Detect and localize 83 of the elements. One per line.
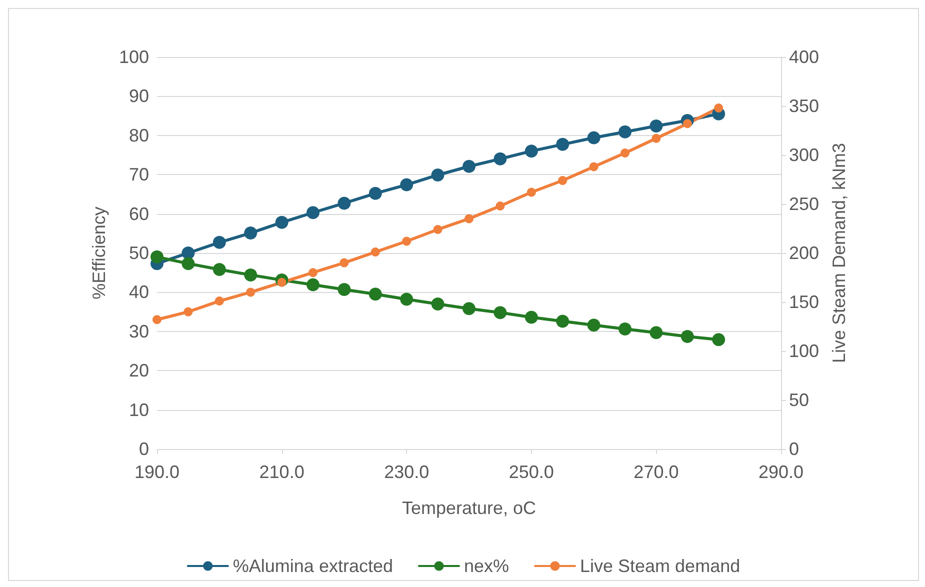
legend-label: %Alumina extracted — [232, 556, 393, 576]
y-tick-label: 30 — [128, 321, 149, 342]
point — [556, 314, 570, 328]
point — [214, 296, 224, 306]
point — [150, 250, 164, 264]
legend-label: nex% — [464, 556, 510, 576]
point — [244, 268, 258, 282]
point — [152, 315, 162, 324]
point — [587, 131, 600, 144]
point — [494, 152, 507, 166]
y2-tick-label: 0 — [789, 439, 800, 459]
point — [246, 288, 256, 297]
point — [182, 257, 195, 270]
y2-tick-label: 100 — [789, 341, 820, 361]
x-tick-label: 230.0 — [384, 462, 430, 482]
point — [212, 236, 226, 249]
legend-label: Live Steam demand — [580, 556, 740, 576]
point — [618, 125, 632, 138]
y2-tick-label: 200 — [789, 243, 820, 263]
point — [400, 178, 414, 192]
y-tick-label: 50 — [128, 243, 149, 263]
point — [618, 322, 632, 336]
point — [306, 206, 320, 220]
y-tick-label: 90 — [128, 86, 149, 106]
point — [182, 246, 195, 260]
point — [433, 224, 442, 234]
y2-tick-label: 300 — [789, 145, 820, 165]
point — [462, 302, 476, 316]
point — [620, 148, 630, 158]
y-tick-label: 100 — [118, 47, 149, 67]
point — [212, 262, 226, 276]
point — [308, 268, 318, 278]
point — [524, 310, 538, 324]
x-axis-title: Temperature, oC — [402, 498, 536, 518]
point — [712, 333, 726, 346]
y-tick-label: 0 — [138, 439, 149, 459]
y-tick-label: 10 — [128, 400, 149, 420]
point — [558, 176, 568, 185]
point — [184, 307, 193, 316]
point — [306, 278, 320, 292]
point — [524, 144, 538, 158]
y-tick-label: 70 — [128, 164, 149, 185]
point — [464, 214, 474, 224]
point — [340, 258, 349, 268]
point — [652, 134, 661, 143]
point — [587, 318, 600, 332]
point — [244, 226, 258, 240]
point — [650, 119, 663, 132]
point — [431, 297, 444, 310]
point — [275, 216, 288, 229]
point — [714, 103, 724, 112]
y2-tick-label: 150 — [789, 292, 820, 312]
point — [462, 160, 476, 173]
y2-axis-title: Live Steam Demand, kNm3 — [828, 142, 849, 364]
point — [338, 196, 351, 210]
y2-tick-label: 350 — [789, 96, 820, 116]
y-axis-title: %Efficiency — [89, 206, 110, 300]
y-tick-label: 40 — [128, 282, 149, 302]
y2-tick-label: 400 — [789, 47, 820, 67]
y-tick-label: 60 — [128, 204, 149, 224]
y2-tick-label: 50 — [789, 390, 810, 410]
point — [402, 236, 412, 246]
point — [370, 248, 380, 257]
y-tick-label: 20 — [128, 360, 149, 381]
y-tick-label: 80 — [128, 125, 149, 146]
point — [368, 288, 382, 301]
x-tick-label: 250.0 — [508, 462, 554, 482]
point — [400, 292, 414, 306]
x-tick-label: 270.0 — [634, 462, 679, 482]
x-tick-label: 290.0 — [758, 462, 804, 482]
point — [368, 186, 382, 200]
point — [556, 138, 570, 151]
x-tick-label: 190.0 — [134, 462, 180, 482]
point — [496, 201, 505, 210]
point — [650, 326, 663, 340]
point — [680, 330, 694, 343]
y2-tick-label: 250 — [789, 194, 820, 214]
point — [431, 168, 444, 182]
point — [338, 282, 351, 296]
point — [526, 188, 536, 197]
x-tick-label: 210.0 — [259, 462, 304, 482]
point — [589, 162, 598, 172]
point — [494, 306, 507, 320]
